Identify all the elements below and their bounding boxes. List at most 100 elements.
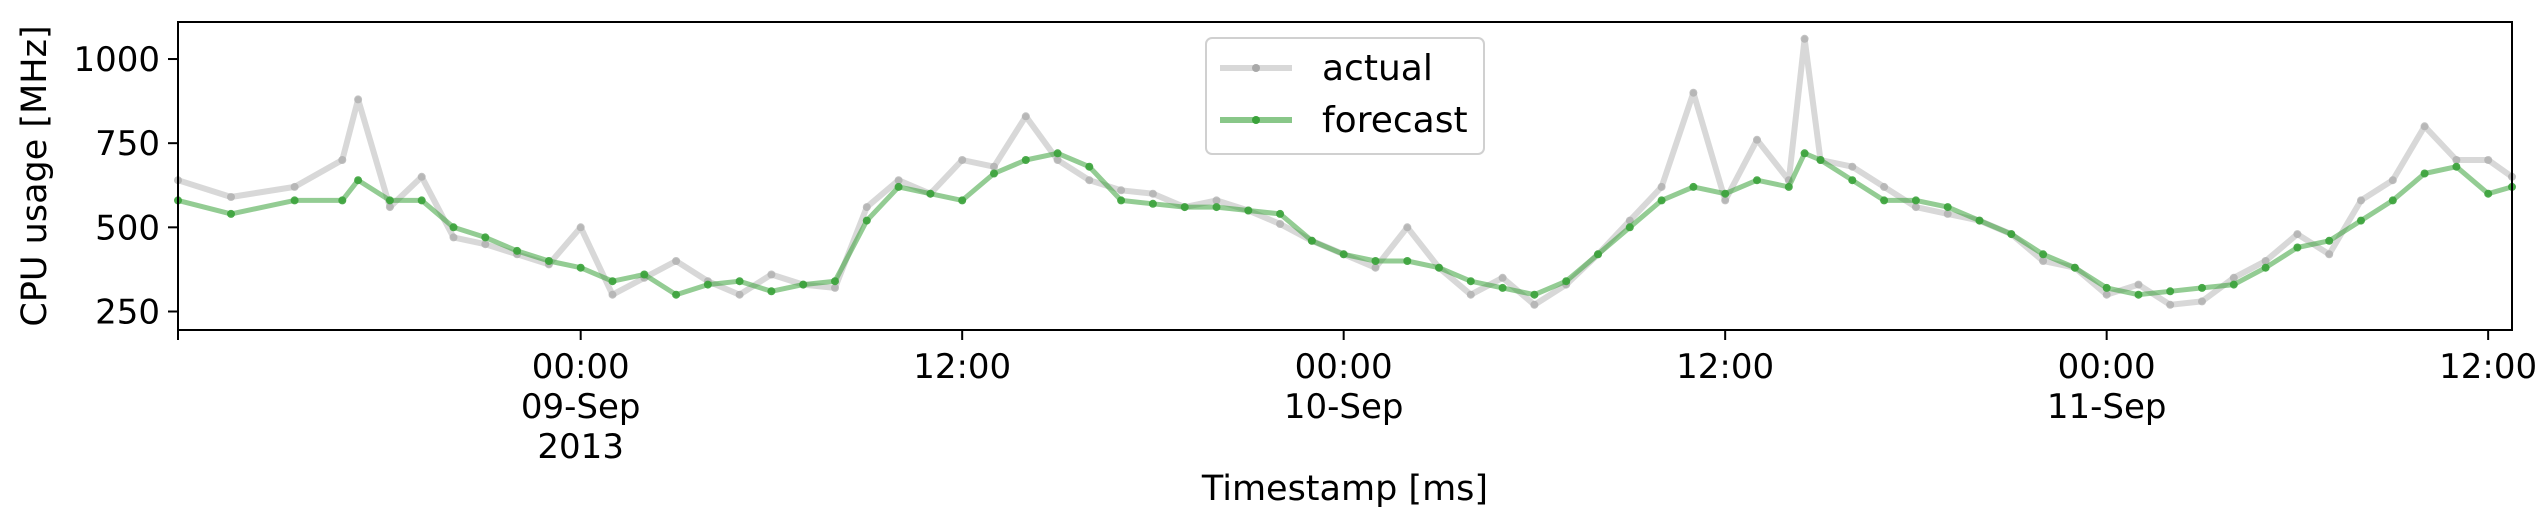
series-layer (174, 34, 2516, 309)
data-point-forecast (1339, 250, 1348, 259)
data-point-forecast (2357, 216, 2365, 225)
data-point-actual (862, 203, 871, 212)
data-point-actual (1943, 209, 1952, 218)
data-point-actual (2357, 196, 2365, 205)
data-point-forecast (2388, 196, 2397, 205)
data-point-forecast (990, 169, 998, 178)
data-point-actual (417, 172, 426, 181)
data-point-actual (1371, 263, 1380, 272)
data-point-forecast (1975, 216, 1984, 225)
data-point-forecast (227, 209, 235, 218)
data-point-actual (2325, 250, 2334, 259)
data-point-forecast (672, 290, 681, 299)
data-point-forecast (1276, 209, 1285, 218)
y-tick-label: 1000 (73, 40, 160, 80)
data-point-forecast (2198, 283, 2206, 292)
data-point-forecast (2293, 243, 2302, 252)
data-point-forecast (1625, 223, 1634, 232)
x-tick-label: 00:00 (1295, 347, 1393, 387)
plot-frame (177, 21, 2513, 331)
data-point-actual (2388, 176, 2397, 185)
x-tick-label: 11-Sep (2047, 387, 2167, 427)
data-point-actual (576, 223, 585, 232)
data-point-actual (1657, 182, 1666, 191)
data-point-actual (2293, 230, 2302, 239)
data-point-forecast (958, 196, 967, 205)
data-point-forecast (926, 189, 935, 198)
data-point-actual (1021, 112, 1030, 121)
data-point-forecast (1816, 156, 1825, 164)
data-point-forecast (1943, 203, 1952, 212)
data-point-actual (1848, 162, 1857, 171)
legend-marker-actual (1252, 64, 1260, 72)
data-point-forecast (1848, 176, 1857, 185)
series-line-actual (177, 35, 2514, 308)
data-point-actual (672, 257, 681, 265)
data-point-actual (1053, 156, 1062, 164)
data-point-actual (2452, 156, 2461, 164)
data-point-actual (1276, 220, 1285, 228)
series-line-forecast (177, 150, 2513, 298)
data-point-actual (2134, 280, 2143, 289)
data-point-forecast (576, 263, 585, 272)
data-point-forecast (1371, 257, 1380, 265)
data-point-actual (1403, 223, 1412, 232)
data-point-actual (1466, 290, 1475, 299)
data-point-actual (354, 95, 363, 104)
data-point-forecast (354, 176, 363, 185)
data-point-forecast (290, 196, 299, 205)
data-point-forecast (1212, 203, 1221, 212)
data-point-forecast (1657, 196, 1666, 205)
data-point-actual (2261, 257, 2270, 265)
x-tick-label: 00:00 (2058, 347, 2156, 387)
data-point-actual (958, 156, 967, 164)
data-point-forecast (735, 277, 744, 286)
data-point-forecast (385, 196, 394, 205)
data-point-actual (2166, 300, 2175, 309)
data-point-forecast (1753, 176, 1761, 185)
data-point-actual (2039, 257, 2048, 265)
data-point-forecast (1180, 203, 1189, 212)
x-tick-label: 2013 (537, 427, 624, 467)
data-point-forecast (1530, 290, 1539, 299)
data-point-forecast (767, 287, 776, 296)
data-point-actual (767, 270, 776, 279)
data-point-actual (1880, 182, 1889, 191)
data-point-forecast (544, 257, 553, 265)
data-point-actual (385, 203, 394, 212)
data-point-actual (1753, 135, 1761, 144)
data-point-actual (1117, 186, 1126, 195)
data-point-forecast (703, 280, 712, 289)
data-point-forecast (1021, 156, 1030, 164)
data-point-actual (449, 233, 458, 242)
data-point-forecast (799, 280, 808, 289)
legend-label-actual: actual (1322, 48, 1433, 89)
data-point-actual (338, 156, 347, 164)
data-point-forecast (1784, 182, 1793, 191)
data-point-forecast (608, 277, 617, 286)
data-point-forecast (1562, 277, 1571, 286)
legend-label-forecast: forecast (1322, 100, 1468, 141)
data-point-forecast (1307, 236, 1316, 245)
data-point-actual (990, 162, 998, 171)
data-point-forecast (862, 216, 871, 225)
data-point-actual (2198, 297, 2206, 306)
legend-marker-forecast (1252, 116, 1260, 124)
y-axis-label: CPU usage [MHz] (15, 25, 55, 326)
data-point-actual (1212, 196, 1221, 205)
data-point-forecast (1403, 257, 1412, 265)
data-point-actual (227, 193, 235, 201)
data-point-forecast (1689, 182, 1698, 191)
data-point-forecast (1148, 199, 1157, 208)
data-point-forecast (640, 270, 649, 279)
data-point-actual (1689, 88, 1698, 97)
data-point-forecast (2166, 287, 2175, 296)
data-point-forecast (1117, 196, 1126, 205)
data-point-forecast (1498, 283, 1507, 292)
legend-box (1205, 37, 1485, 155)
data-point-forecast (338, 196, 347, 205)
x-tick-label: 10-Sep (1284, 387, 1404, 427)
data-point-forecast (831, 277, 839, 286)
